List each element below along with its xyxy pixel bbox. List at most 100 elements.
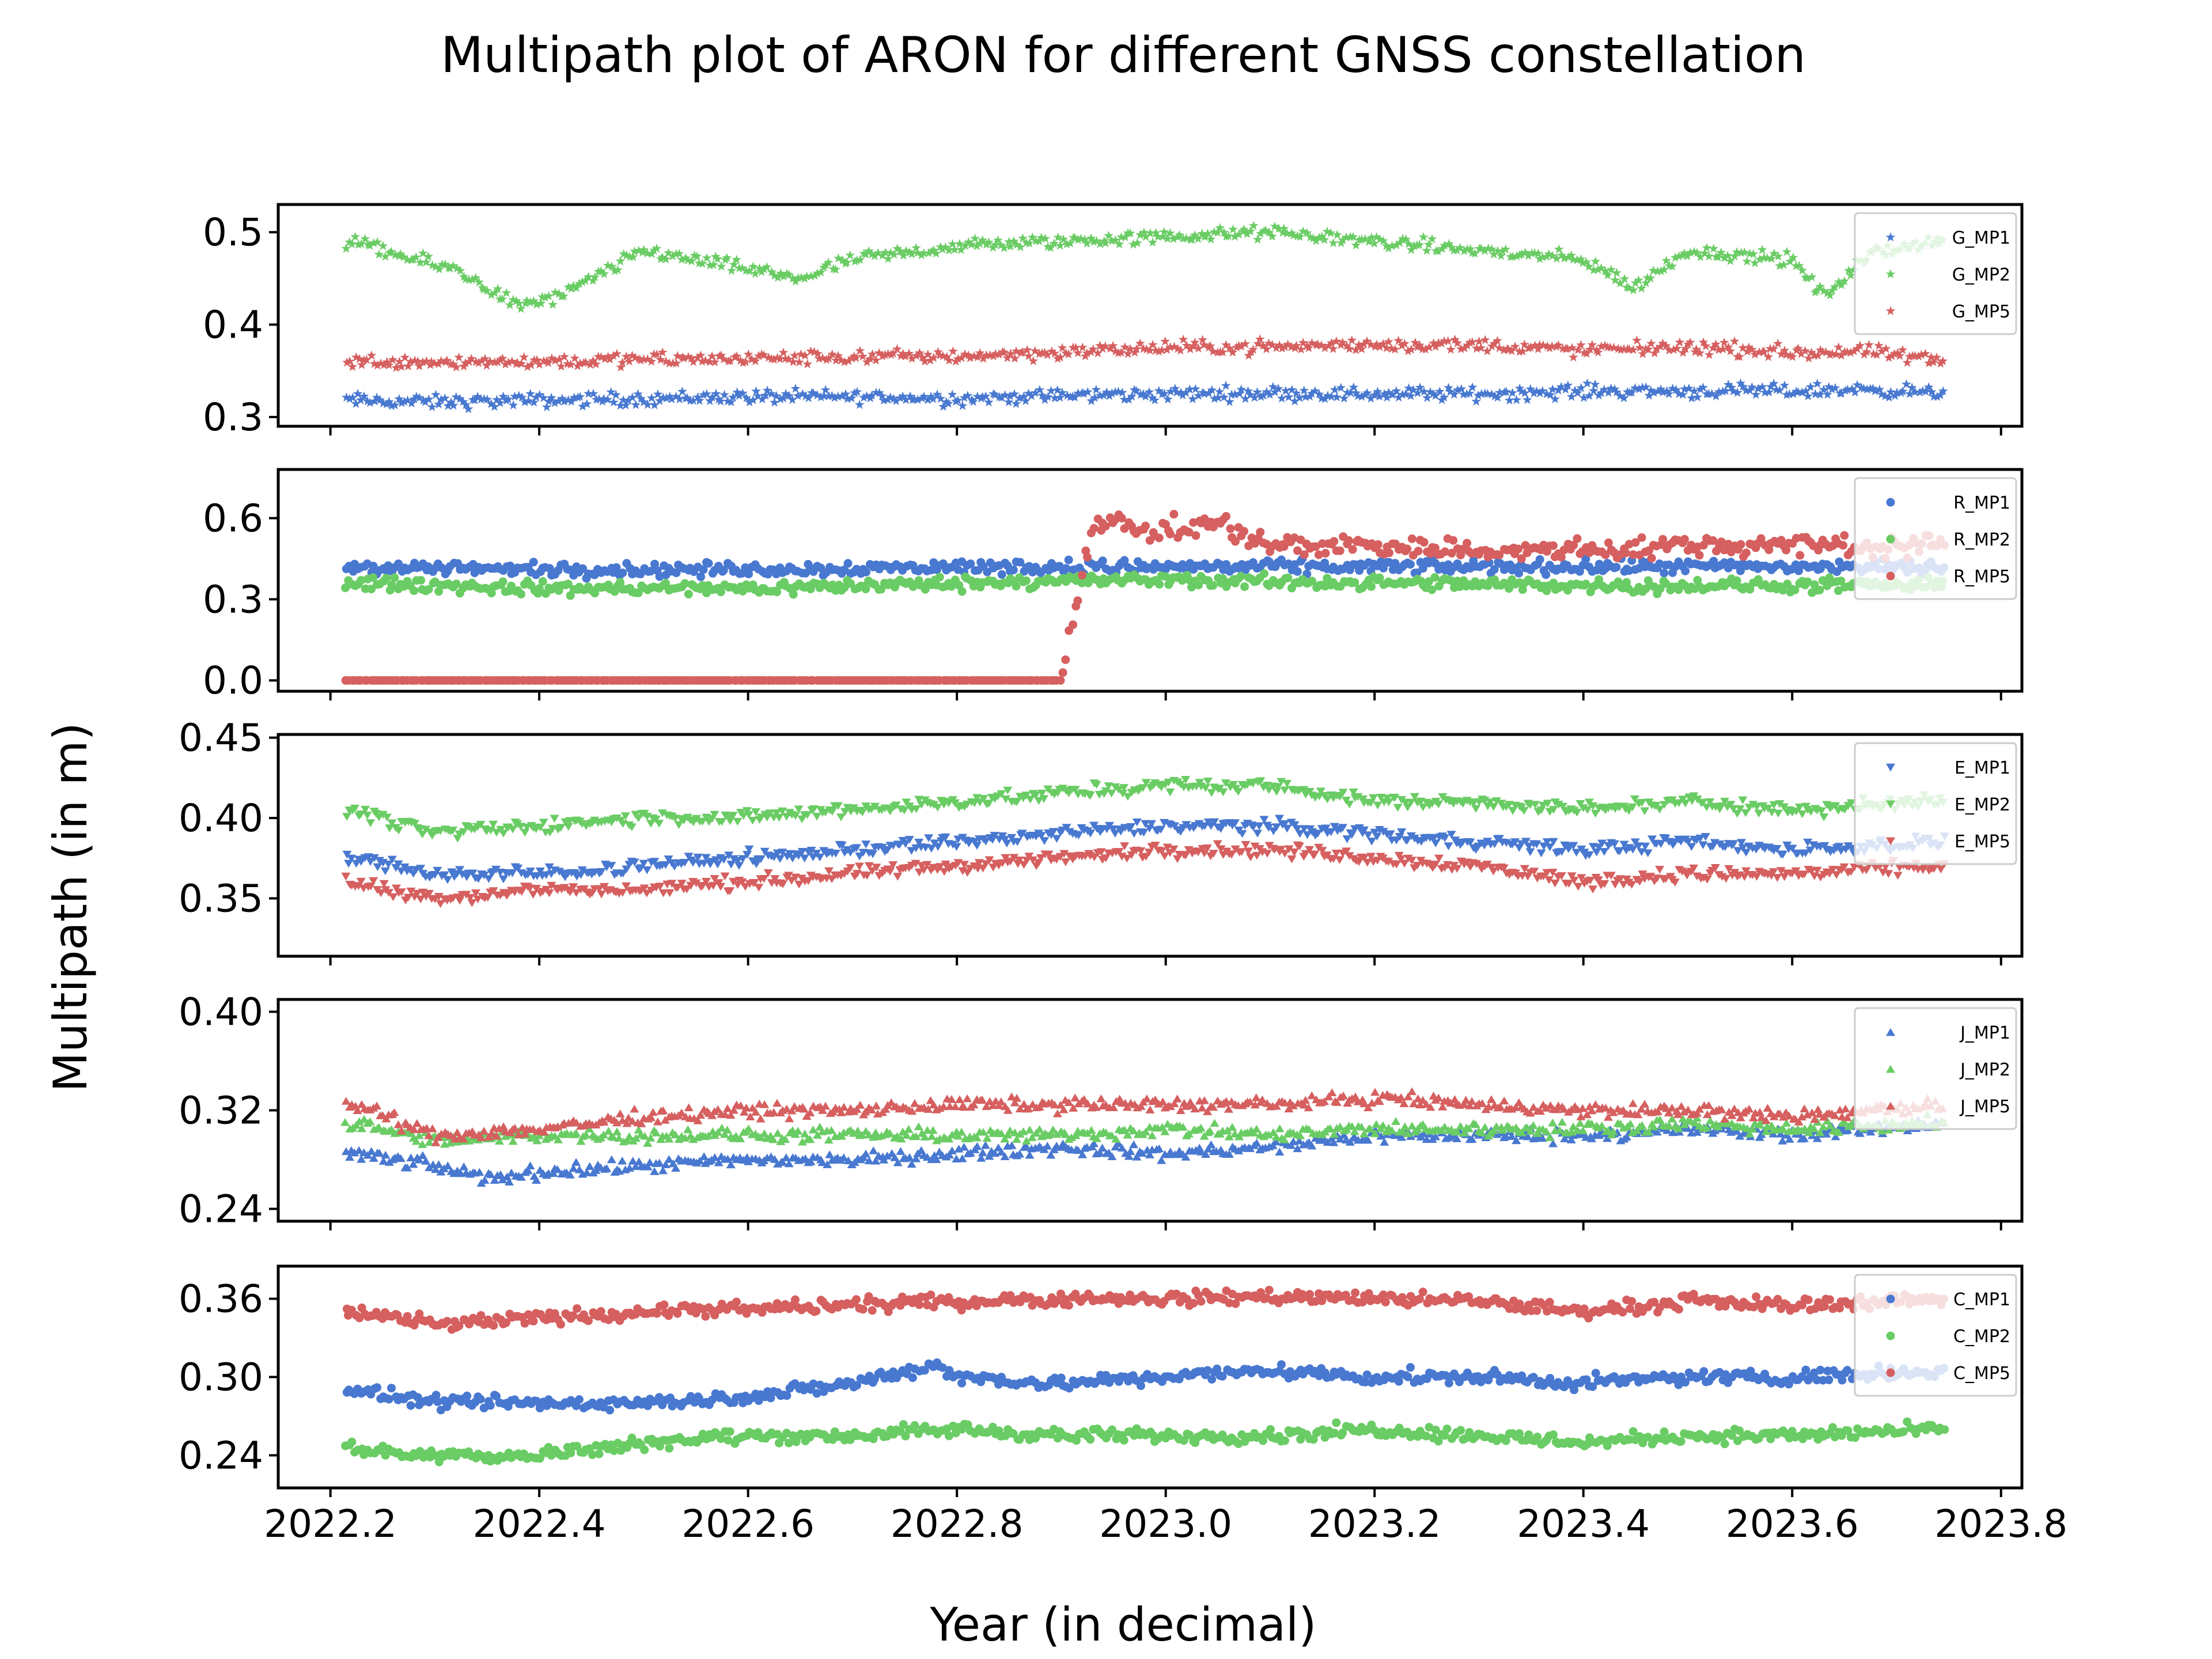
data-point xyxy=(922,861,932,869)
data-point xyxy=(366,1147,376,1155)
data-point xyxy=(372,237,382,247)
data-point xyxy=(975,798,985,806)
data-point xyxy=(1302,228,1312,237)
data-point xyxy=(1480,335,1490,344)
data-point xyxy=(893,1158,903,1166)
data-point xyxy=(602,1164,612,1172)
data-point xyxy=(1600,266,1610,275)
data-point xyxy=(697,356,707,366)
data-point xyxy=(392,884,402,893)
data-point xyxy=(517,392,527,402)
data-point xyxy=(800,854,809,863)
data-point xyxy=(643,1162,653,1171)
data-point xyxy=(972,391,983,401)
data-point xyxy=(1283,339,1293,349)
data-point xyxy=(1738,381,1748,391)
data-point xyxy=(484,875,494,883)
data-point xyxy=(388,355,398,364)
data-point xyxy=(1794,804,1804,812)
data-point xyxy=(923,395,933,404)
data-point xyxy=(1128,239,1138,249)
data-point xyxy=(1463,539,1472,548)
data-point xyxy=(1036,832,1046,840)
data-point xyxy=(350,1148,359,1157)
data-point xyxy=(1385,548,1393,558)
data-point xyxy=(433,359,444,368)
data-point xyxy=(935,573,944,582)
data-point xyxy=(1849,264,1859,274)
data-point xyxy=(1299,385,1309,395)
data-point xyxy=(645,1158,655,1166)
data-point xyxy=(776,268,786,278)
data-point xyxy=(1267,340,1277,349)
data-point xyxy=(1839,276,1850,286)
data-point xyxy=(748,262,758,271)
data-point xyxy=(1089,237,1099,246)
data-point xyxy=(622,882,631,891)
y-tick-label: 0.3 xyxy=(203,395,263,440)
data-point xyxy=(942,352,952,361)
data-point xyxy=(474,277,484,287)
data-point xyxy=(594,885,604,893)
data-point xyxy=(539,819,548,827)
data-point xyxy=(716,350,726,360)
data-point xyxy=(1584,851,1594,859)
data-point xyxy=(1099,390,1109,400)
data-point xyxy=(1564,880,1574,888)
data-point xyxy=(1840,805,1850,814)
data-point xyxy=(914,839,924,847)
data-point xyxy=(1705,798,1715,806)
data-point xyxy=(522,296,532,305)
data-point xyxy=(1616,344,1626,354)
data-point xyxy=(1200,822,1210,830)
data-point xyxy=(1359,339,1369,349)
data-point xyxy=(744,569,753,578)
data-point xyxy=(1209,393,1219,403)
data-point xyxy=(1145,228,1156,238)
data-point xyxy=(1772,874,1782,882)
data-point xyxy=(1188,394,1198,403)
data-point xyxy=(1298,226,1308,236)
data-point xyxy=(736,355,745,365)
data-point xyxy=(1069,620,1078,629)
data-point xyxy=(1132,238,1142,248)
data-point xyxy=(1514,383,1525,393)
data-point xyxy=(1056,676,1065,685)
data-point xyxy=(627,392,638,402)
data-point xyxy=(1536,849,1546,858)
data-point xyxy=(1221,380,1231,390)
data-point xyxy=(1393,335,1404,345)
y-tick-label: 0.5 xyxy=(203,210,263,255)
data-point xyxy=(1552,253,1562,263)
data-point xyxy=(1884,353,1894,362)
data-point xyxy=(1138,784,1147,792)
data-point xyxy=(1412,388,1423,397)
data-point xyxy=(1245,389,1255,399)
data-point xyxy=(1406,245,1416,254)
data-point xyxy=(997,1147,1006,1156)
data-point xyxy=(1634,275,1643,285)
data-point xyxy=(1521,541,1530,550)
data-point xyxy=(1147,393,1157,403)
data-point xyxy=(1126,344,1135,353)
data-point xyxy=(1342,835,1352,843)
data-point xyxy=(790,350,800,360)
data-point xyxy=(1277,393,1287,403)
data-point xyxy=(1548,869,1558,877)
data-point xyxy=(380,867,390,876)
data-point xyxy=(1569,842,1578,850)
data-point xyxy=(911,351,922,360)
data-point xyxy=(1846,799,1856,808)
data-point xyxy=(1525,848,1535,857)
data-point xyxy=(877,391,887,400)
data-point xyxy=(759,350,769,359)
data-point xyxy=(1249,392,1260,402)
data-point xyxy=(677,255,687,264)
data-point xyxy=(528,296,539,305)
data-point xyxy=(734,862,744,870)
data-point xyxy=(1406,344,1416,354)
data-point xyxy=(1078,570,1086,579)
data-point xyxy=(1815,389,1825,399)
data-point xyxy=(1397,828,1407,836)
data-point xyxy=(747,354,757,364)
